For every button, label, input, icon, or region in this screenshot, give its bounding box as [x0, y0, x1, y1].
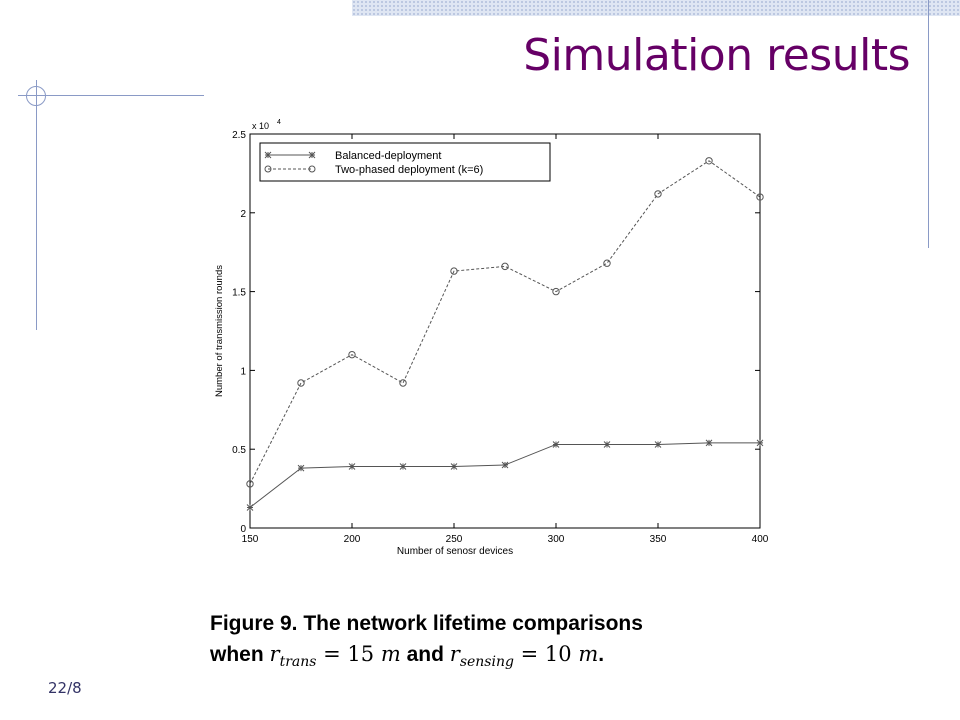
y-multiplier-exponent: 4	[277, 119, 281, 126]
x-tick-label: 200	[344, 534, 361, 545]
data-point-circle	[297, 379, 305, 387]
y-tick-label: 1.5	[232, 288, 246, 299]
caption-when: when	[210, 643, 264, 666]
series-line-0	[249, 442, 760, 508]
y-tick-label: 0	[240, 524, 246, 535]
x-tick-label: 350	[650, 534, 667, 545]
legend-box	[259, 142, 551, 182]
decor-line-vertical	[36, 80, 37, 330]
data-point-circle	[246, 480, 254, 488]
data-point-star	[654, 441, 662, 448]
data-point-star	[264, 151, 272, 159]
data-point-star	[501, 461, 509, 469]
data-point-star	[603, 441, 611, 448]
data-point-circle	[399, 379, 407, 387]
y-tick-label: 1	[240, 366, 246, 377]
y-tick-label: 2.5	[232, 130, 246, 141]
y-multiplier: x 10	[252, 121, 269, 131]
data-point-star	[756, 439, 764, 447]
data-point-circle	[756, 193, 764, 201]
caption-r-sensing: rsensing = 10 m	[449, 642, 599, 671]
caption-r-trans: rtrans = 15 m	[269, 642, 401, 671]
figure-caption: Figure 9. The network lifetime compariso…	[210, 608, 830, 678]
decor-circle	[26, 86, 46, 106]
x-tick-label: 150	[242, 534, 259, 545]
data-point-circle	[603, 259, 611, 267]
x-axis-label: Number of senosr devices	[397, 546, 513, 557]
y-tick-label: 2	[240, 209, 246, 220]
data-point-circle	[450, 267, 458, 275]
x-tick-label: 400	[752, 534, 769, 545]
caption-line-1: Figure 9. The network lifetime compariso…	[210, 612, 643, 635]
data-point-circle	[654, 190, 662, 198]
data-point-star	[450, 463, 458, 470]
top-decor-band	[352, 0, 960, 16]
data-point-star	[348, 463, 356, 470]
y-axis-label: Number of transmission rounds	[214, 265, 225, 397]
data-point-circle	[552, 287, 560, 296]
caption-period: .	[598, 643, 605, 666]
data-point-star	[308, 151, 316, 159]
plot-frame	[249, 133, 761, 529]
data-point-star	[399, 463, 407, 470]
slide-number: 22/8	[48, 679, 82, 697]
series-line-1	[249, 160, 761, 485]
data-point-star	[246, 504, 254, 511]
decor-line-horizontal	[18, 95, 204, 96]
data-point-circle	[501, 262, 509, 271]
legend-label-0: Balanced-deployment	[335, 150, 441, 162]
data-point-circle	[705, 157, 713, 165]
slide-title: Simulation results	[523, 30, 910, 81]
line-chart: 150 200 250 300 350 400 0 0.5 1 1.5 2 2.5 x 10 4 Numbe…	[214, 119, 769, 557]
caption-and: and	[406, 643, 444, 666]
legend-marker-circle	[264, 165, 272, 173]
x-tick-label: 250	[446, 534, 463, 545]
data-point-star	[705, 439, 713, 447]
y-tick-label: 0.5	[232, 445, 246, 456]
data-point-star	[552, 441, 560, 448]
legend-label-1: Two-phased deployment (k=6)	[335, 164, 483, 176]
x-tick-label: 300	[548, 534, 565, 545]
caption-line-2: when rtrans = 15 m and rsensing = 10 m.	[210, 639, 830, 678]
decor-line-right	[928, 0, 929, 248]
legend-marker-circle	[308, 165, 316, 173]
data-point-star	[297, 464, 305, 472]
data-point-circle	[348, 350, 356, 359]
